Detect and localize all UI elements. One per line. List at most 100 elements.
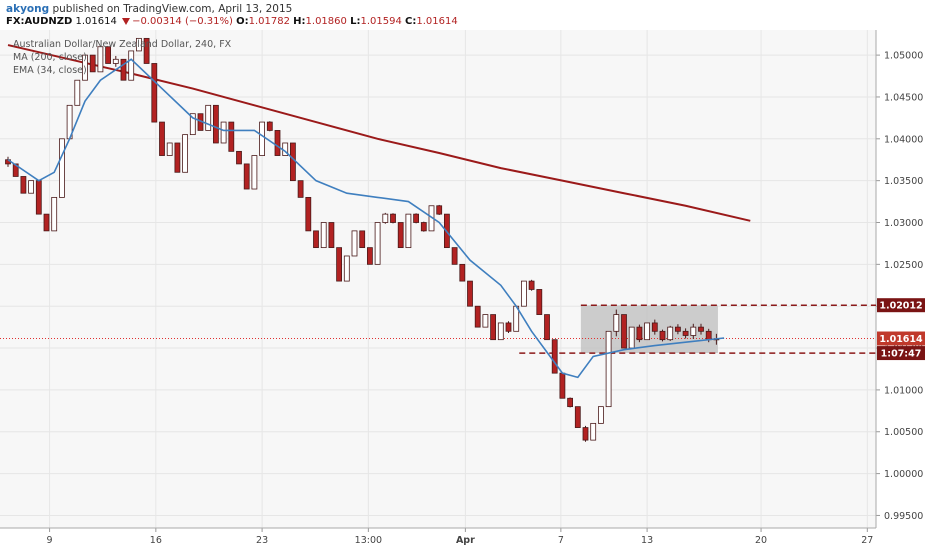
y-tick-label: 1.04500 — [884, 92, 923, 103]
candle-body — [567, 397, 573, 408]
bar-timer-label: 1:07:47 — [881, 349, 922, 360]
ema34-line — [7, 58, 725, 379]
candle-body — [259, 121, 266, 156]
candle-body — [174, 142, 181, 173]
candle-body — [343, 255, 350, 282]
candle-body — [28, 180, 35, 194]
close-label: C: — [405, 16, 417, 27]
candle-body — [305, 196, 312, 232]
y-tick-label: 1.03500 — [884, 176, 923, 187]
candle-body — [451, 247, 458, 265]
candle-body — [544, 314, 550, 341]
candle-body — [289, 142, 296, 182]
symbol-label[interactable]: FX:AUDNZD — [6, 16, 73, 27]
last-price: 1.01614 — [75, 16, 117, 27]
last-price-label: 1.01614 — [879, 334, 923, 345]
candle-body — [328, 222, 335, 249]
publish-line: akyong published on TradingView.com, Apr… — [6, 3, 292, 15]
candle-body — [135, 37, 142, 52]
quote-line: FX:AUDNZD 1.01614 −0.00314 (−0.31%) O:1.… — [6, 16, 458, 27]
candle-body — [497, 322, 504, 341]
x-tick-label: 16 — [150, 535, 162, 546]
candle-body — [143, 37, 150, 64]
bar-timer-label-bg — [877, 346, 925, 361]
candle-body — [482, 314, 489, 328]
candle-body — [212, 104, 219, 144]
candle-body — [366, 247, 373, 265]
plot-area — [0, 30, 876, 528]
candle-body — [598, 406, 604, 424]
candle-body — [182, 134, 189, 173]
candle-body — [628, 326, 635, 349]
candle-body — [705, 330, 712, 341]
candle-body — [659, 330, 666, 341]
candle-body — [420, 222, 427, 232]
open-value: 1.01782 — [248, 16, 290, 27]
legend-ema[interactable]: EMA (34, close) — [13, 65, 87, 76]
open-label: O: — [236, 16, 249, 27]
header-bar: akyong published on TradingView.com, Apr… — [0, 0, 932, 30]
low-value: 1.01594 — [360, 16, 402, 27]
y-tick-label: 1.00000 — [884, 469, 923, 480]
candle-body — [12, 163, 19, 177]
close-value: 1.01614 — [416, 16, 458, 27]
candle-body — [313, 230, 319, 249]
candle-body — [159, 121, 165, 156]
candle-body — [374, 222, 381, 265]
candle-body — [243, 163, 250, 190]
candle-body — [682, 330, 689, 336]
y-tick-label: 1.05000 — [884, 51, 923, 62]
candle-body — [20, 176, 27, 194]
candle-body — [413, 213, 420, 223]
candle-body — [636, 326, 643, 341]
candle-body — [166, 142, 173, 156]
candle-body — [228, 121, 235, 152]
candle-body — [390, 213, 396, 223]
last-price-label-bg — [877, 331, 925, 346]
down-triangle-icon — [122, 17, 131, 25]
x-tick-label: 20 — [755, 535, 767, 546]
candle-body — [74, 79, 81, 106]
candle-body — [82, 54, 88, 81]
candle-body — [698, 326, 704, 332]
legend: Australian Dollar/New Zealand Dollar, 24… — [13, 38, 231, 77]
candle-body — [336, 247, 343, 282]
candle-body — [97, 46, 104, 73]
candle-body — [112, 58, 119, 64]
candle-body — [382, 213, 389, 223]
candle-body — [675, 326, 681, 332]
published-text: published on TradingView.com, April 13, … — [52, 3, 293, 15]
candle-body — [459, 263, 466, 282]
candle-body — [574, 406, 581, 428]
candle-body — [651, 322, 658, 332]
y-tick-label: 1.03000 — [884, 218, 923, 229]
x-tick-label: 13:00 — [355, 535, 382, 546]
candle-body — [605, 330, 612, 408]
candle-body — [205, 104, 212, 131]
x-tick-label: 13 — [641, 535, 653, 546]
high-label: H: — [293, 16, 306, 27]
y-tick-label: 0.99500 — [884, 511, 923, 522]
candle-body — [397, 222, 404, 249]
candle-body — [297, 180, 304, 198]
author-link[interactable]: akyong — [6, 3, 50, 15]
candle-body — [613, 314, 620, 332]
candle-body — [644, 322, 650, 341]
candle-body — [667, 326, 674, 341]
x-tick-label: Apr — [456, 535, 475, 546]
legend-ma[interactable]: MA (200, close) — [13, 52, 87, 63]
candle-body — [505, 322, 512, 332]
candle-body — [320, 222, 327, 249]
x-tick-label: 9 — [47, 535, 53, 546]
candle-body — [189, 113, 196, 136]
candle-body — [120, 58, 127, 81]
y-tick-label: 1.00500 — [884, 427, 923, 438]
high-value: 1.01860 — [305, 16, 347, 27]
candle-body — [690, 326, 697, 336]
low-label: L: — [350, 16, 361, 27]
candle-body — [43, 213, 50, 232]
candle-body — [266, 121, 273, 131]
candle-body — [521, 280, 527, 307]
candle-body — [351, 230, 358, 257]
